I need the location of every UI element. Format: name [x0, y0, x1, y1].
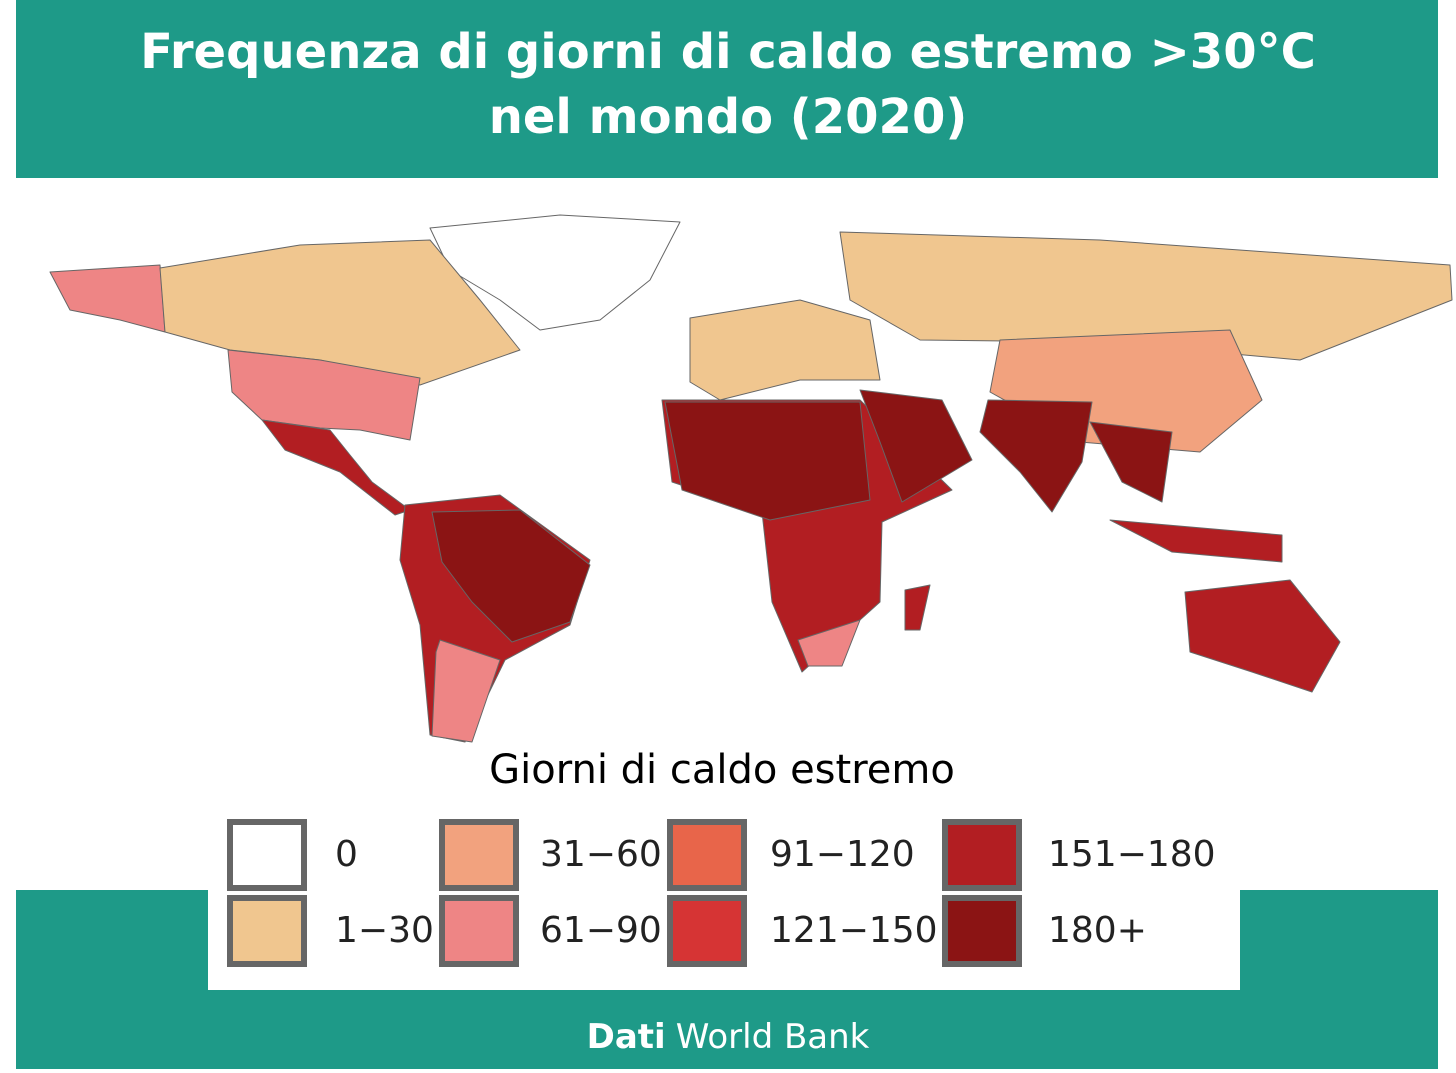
- brazil: [431, 509, 591, 643]
- indonesia: [1109, 519, 1283, 563]
- legend-title: Giorni di caldo estremo: [489, 747, 955, 793]
- europe: [689, 299, 881, 401]
- usa: [227, 349, 421, 441]
- legend-swatch: [667, 819, 747, 891]
- legend-swatch: [227, 895, 307, 967]
- alaska: [49, 264, 166, 333]
- world-map: [49, 214, 1453, 743]
- legend-label: 0: [335, 834, 358, 875]
- legend-swatch: [439, 819, 519, 891]
- title-line: nel mondo (2020): [489, 89, 968, 145]
- southeast-asia: [1089, 421, 1173, 503]
- russia: [839, 231, 1453, 361]
- legend-label: 180+: [1048, 910, 1147, 951]
- southern-cone: [431, 639, 501, 743]
- legend-swatch: [942, 895, 1022, 967]
- source: Dati World Bank: [587, 1017, 870, 1057]
- australia: [1184, 579, 1341, 693]
- legend: 0 1−30 31−60 61−90 91−120 121−150 151−180 180+: [227, 819, 1216, 967]
- legend-label: 151−180: [1048, 834, 1216, 875]
- middle-east: [859, 389, 973, 503]
- legend-swatch: [667, 895, 747, 967]
- legend-label: 1−30: [335, 910, 434, 951]
- title-line: Frequenza di giorni di caldo estremo >30…: [140, 24, 1316, 80]
- south-africa: [797, 619, 861, 667]
- legend-label: 31−60: [540, 834, 662, 875]
- legend-swatch: [942, 819, 1022, 891]
- greenland: [429, 214, 681, 331]
- india: [979, 399, 1093, 513]
- header-band: [16, 0, 1438, 178]
- north-africa: [664, 401, 871, 521]
- source-prefix: Dati: [587, 1017, 666, 1057]
- canada: [159, 239, 521, 386]
- legend-swatch: [227, 819, 307, 891]
- legend-label: 61−90: [540, 910, 662, 951]
- source-name: World Bank: [676, 1017, 870, 1057]
- legend-swatch: [439, 895, 519, 967]
- legend-label: 121−150: [770, 910, 938, 951]
- madagascar: [904, 584, 931, 631]
- legend-label: 91−120: [770, 834, 915, 875]
